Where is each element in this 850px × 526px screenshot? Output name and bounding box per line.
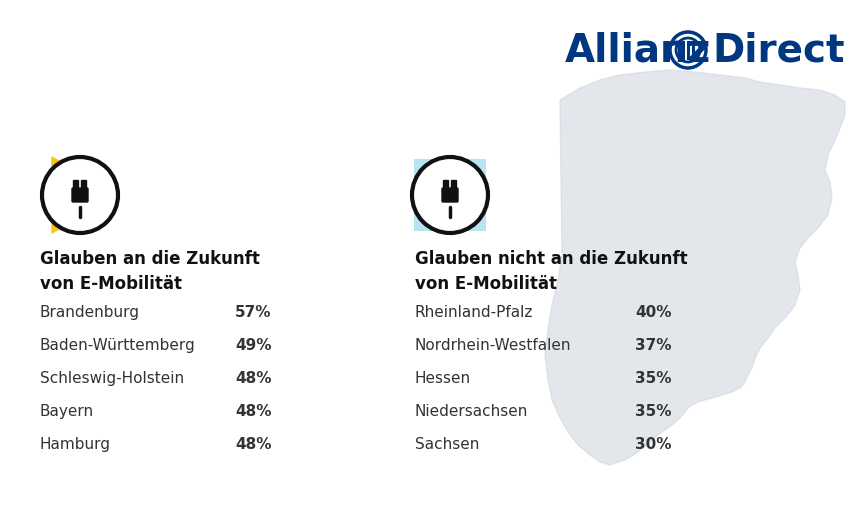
FancyBboxPatch shape (73, 180, 78, 189)
Text: Bayern: Bayern (40, 404, 94, 419)
Text: Hessen: Hessen (415, 371, 471, 386)
Text: Hamburg: Hamburg (40, 437, 111, 452)
Text: 48%: 48% (235, 437, 271, 452)
Text: Glauben nicht an die Zukunft
von E-Mobilität: Glauben nicht an die Zukunft von E-Mobil… (415, 250, 688, 293)
Text: Glauben an die Zukunft
von E-Mobilität: Glauben an die Zukunft von E-Mobilität (40, 250, 260, 293)
Text: 40%: 40% (635, 305, 672, 320)
Text: Baden-Württemberg: Baden-Württemberg (40, 338, 196, 353)
Text: Direct: Direct (712, 31, 845, 69)
Circle shape (42, 157, 118, 233)
FancyBboxPatch shape (451, 180, 456, 189)
FancyBboxPatch shape (442, 188, 458, 202)
Text: 49%: 49% (235, 338, 271, 353)
Text: 30%: 30% (635, 437, 672, 452)
Circle shape (412, 157, 488, 233)
Text: Rheinland-Pfalz: Rheinland-Pfalz (415, 305, 534, 320)
Polygon shape (52, 157, 118, 233)
Polygon shape (545, 70, 845, 465)
Text: 37%: 37% (635, 338, 672, 353)
Text: Brandenburg: Brandenburg (40, 305, 140, 320)
Text: Nordrhein-Westfalen: Nordrhein-Westfalen (415, 338, 571, 353)
Text: Sachsen: Sachsen (415, 437, 479, 452)
Text: 48%: 48% (235, 371, 271, 386)
Text: Schleswig-Holstein: Schleswig-Holstein (40, 371, 184, 386)
FancyBboxPatch shape (414, 159, 486, 231)
FancyBboxPatch shape (444, 180, 449, 189)
Text: 35%: 35% (635, 371, 672, 386)
Text: 57%: 57% (235, 305, 271, 320)
FancyBboxPatch shape (72, 188, 88, 202)
Text: Niedersachsen: Niedersachsen (415, 404, 529, 419)
Text: Allianz: Allianz (565, 31, 711, 69)
Text: 35%: 35% (635, 404, 672, 419)
Text: 48%: 48% (235, 404, 271, 419)
FancyBboxPatch shape (82, 180, 87, 189)
